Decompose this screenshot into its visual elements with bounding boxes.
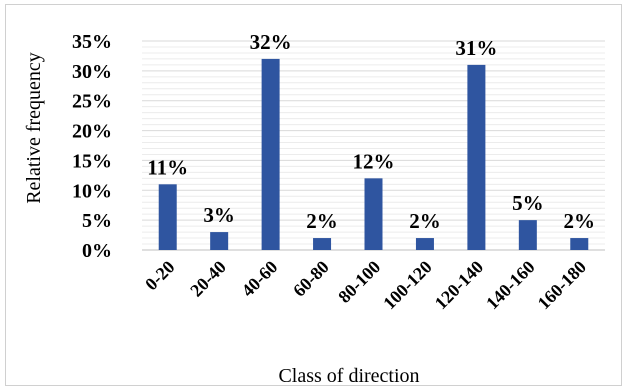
data-label: 2%	[564, 209, 596, 233]
x-tick-label: 140-160	[482, 257, 539, 314]
data-label: 32%	[250, 30, 292, 54]
x-tick-label: 40-60	[238, 257, 282, 301]
bar	[158, 184, 177, 250]
y-tick-label: 0%	[82, 240, 112, 262]
x-tick-label: 120-140	[431, 257, 488, 314]
y-tick-label: 5%	[82, 210, 112, 232]
bar	[313, 238, 332, 250]
data-label: 11%	[147, 155, 188, 179]
data-label: 31%	[455, 36, 497, 60]
bar	[364, 178, 383, 250]
x-axis-title: Class of direction	[278, 365, 419, 387]
chart-frame	[5, 4, 622, 386]
bars	[158, 58, 589, 250]
bar	[210, 232, 229, 250]
bar	[415, 238, 434, 250]
y-tick-label: 20%	[72, 121, 112, 143]
x-tick-label: 20-40	[186, 257, 230, 301]
bar	[570, 238, 589, 250]
x-tick-label: 0-20	[141, 257, 178, 294]
x-tick-label: 60-80	[289, 257, 333, 301]
data-label: 12%	[353, 149, 395, 173]
x-tick-label: 100-120	[379, 257, 436, 314]
bar	[467, 64, 486, 250]
data-label: 5%	[512, 191, 544, 215]
data-label: 2%	[409, 209, 441, 233]
bar	[261, 58, 280, 250]
x-tick-labels: 0-20 20-40 40-60 60-80 80-100100-120120-1401…	[141, 257, 590, 314]
y-tick-label: 30%	[72, 61, 112, 83]
data-labels: 11% 3% 32% 2% 12% 2% 31% 5% 2%	[147, 30, 595, 233]
y-tick-label: 35%	[72, 31, 112, 53]
y-tick-label: 10%	[72, 180, 112, 202]
y-axis-title: Relative frequency	[23, 52, 45, 204]
y-tick-label: 25%	[72, 91, 112, 113]
data-label: 2%	[306, 209, 338, 233]
data-label: 3%	[203, 203, 235, 227]
x-tick-label: 160-180	[534, 257, 591, 314]
y-tick-label: 15%	[72, 150, 112, 172]
bar	[518, 220, 537, 250]
x-tick-label: 80-100	[334, 257, 384, 307]
y-tick-labels: 0% 5% 10% 15% 20% 25% 30% 35%	[72, 31, 112, 262]
